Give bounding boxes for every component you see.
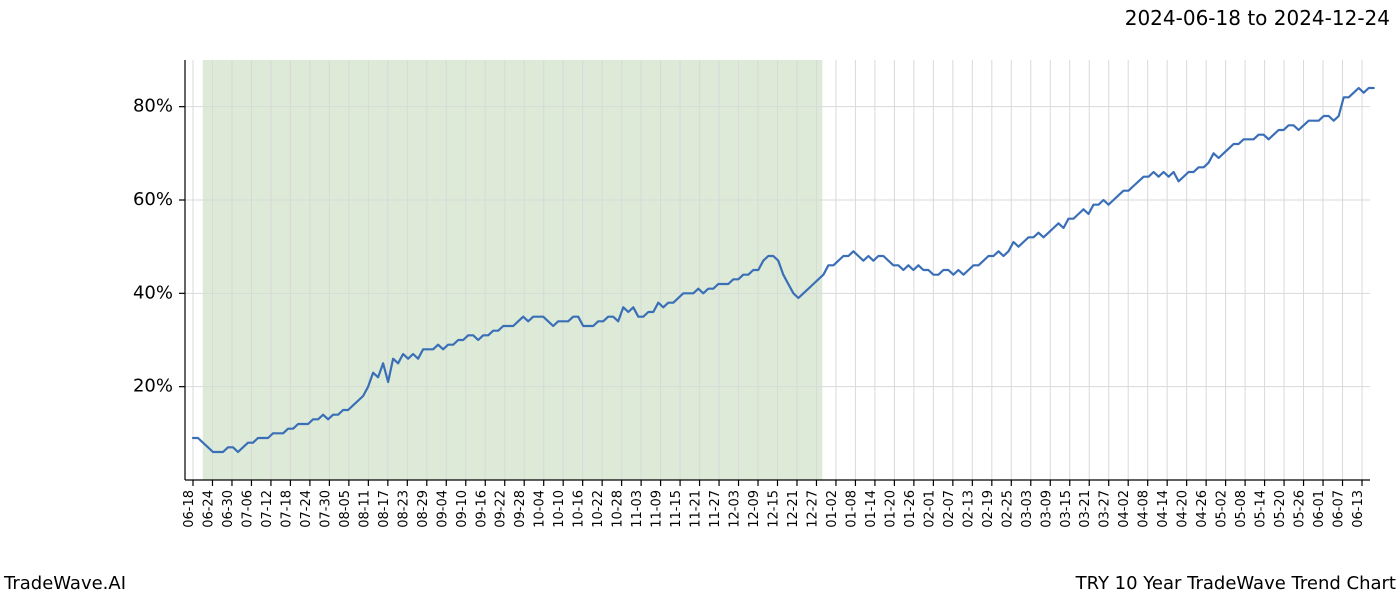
x-tick-label: 04-08 [1137,490,1152,528]
y-tick-label: 40% [133,282,173,303]
x-tick-label: 06-24 [201,490,216,528]
x-tick-label: 10-16 [572,490,587,528]
x-tick-label: 02-01 [922,490,937,528]
x-tick-label: 05-26 [1293,490,1308,528]
x-tick-label: 12-27 [805,490,820,528]
x-tick-label: 12-09 [747,490,762,528]
x-tick-label: 03-27 [1098,490,1113,528]
x-tick-label: 08-05 [338,490,353,528]
y-tick-label: 80% [133,96,173,117]
x-tick-label: 10-28 [611,490,626,528]
x-tick-label: 07-12 [260,490,275,528]
x-tick-label: 03-09 [1039,490,1054,528]
x-tick-label: 03-21 [1078,490,1093,528]
x-tick-label: 09-10 [455,490,470,528]
x-tick-label: 05-02 [1215,490,1230,528]
x-tick-label: 06-01 [1312,490,1327,528]
x-tick-label: 09-22 [494,490,509,528]
x-tick-label: 10-10 [552,490,567,528]
x-tick-label: 05-14 [1254,490,1269,528]
x-tick-label: 03-03 [1020,490,1035,528]
x-tick-label: 03-15 [1059,490,1074,528]
x-tick-label: 11-03 [630,490,645,528]
x-tick-label: 09-28 [513,490,528,528]
x-tick-label: 04-14 [1156,490,1171,528]
x-tick-label: 06-07 [1332,490,1347,528]
x-tick-label: 01-26 [903,490,918,528]
x-tick-label: 01-08 [844,490,859,528]
x-tick-label: 01-02 [825,490,840,528]
x-tick-label: 12-21 [786,490,801,528]
x-tick-label: 10-04 [533,490,548,528]
x-tick-label: 08-29 [416,490,431,528]
x-tick-label: 06-30 [221,490,236,528]
x-tick-label: 05-20 [1273,490,1288,528]
x-tick-label: 02-07 [942,490,957,528]
y-tick-label: 60% [133,189,173,210]
x-tick-label: 08-23 [396,490,411,528]
x-tick-label: 05-08 [1234,490,1249,528]
x-tick-label: 01-14 [864,490,879,528]
x-tick-label: 06-13 [1351,490,1366,528]
x-tick-label: 07-30 [318,490,333,528]
x-tick-label: 01-20 [883,490,898,528]
x-tick-label: 04-20 [1176,490,1191,528]
x-tick-label: 11-27 [708,490,723,528]
x-tick-label: 08-11 [357,490,372,528]
x-tick-label: 07-06 [240,490,255,528]
x-tick-label: 02-13 [961,490,976,528]
x-tick-label: 11-15 [669,490,684,528]
x-tick-label: 09-04 [435,490,450,528]
x-tick-label: 11-21 [689,490,704,528]
highlight-band [203,60,823,480]
y-tick-label: 20% [133,376,173,397]
x-tick-label: 07-18 [279,490,294,528]
trend-chart: 20% 40% 60% 80% 06-18 06-24 06-30 07-06 07-12 07-… [0,0,1400,600]
x-tick-label: 07-24 [299,490,314,528]
x-tick-label: 12-03 [728,490,743,528]
x-tick-label: 09-16 [474,490,489,528]
x-tick-label: 02-25 [1000,490,1015,528]
x-tick-label: 04-02 [1117,490,1132,528]
x-tick-label: 02-19 [981,490,996,528]
x-tick-label: 10-22 [591,490,606,528]
x-tick-label: 11-09 [650,490,665,528]
x-tick-label: 04-26 [1195,490,1210,528]
x-tick-label: 12-15 [767,490,782,528]
x-tick-label: 08-17 [377,490,392,528]
x-tick-label: 06-18 [182,490,197,528]
